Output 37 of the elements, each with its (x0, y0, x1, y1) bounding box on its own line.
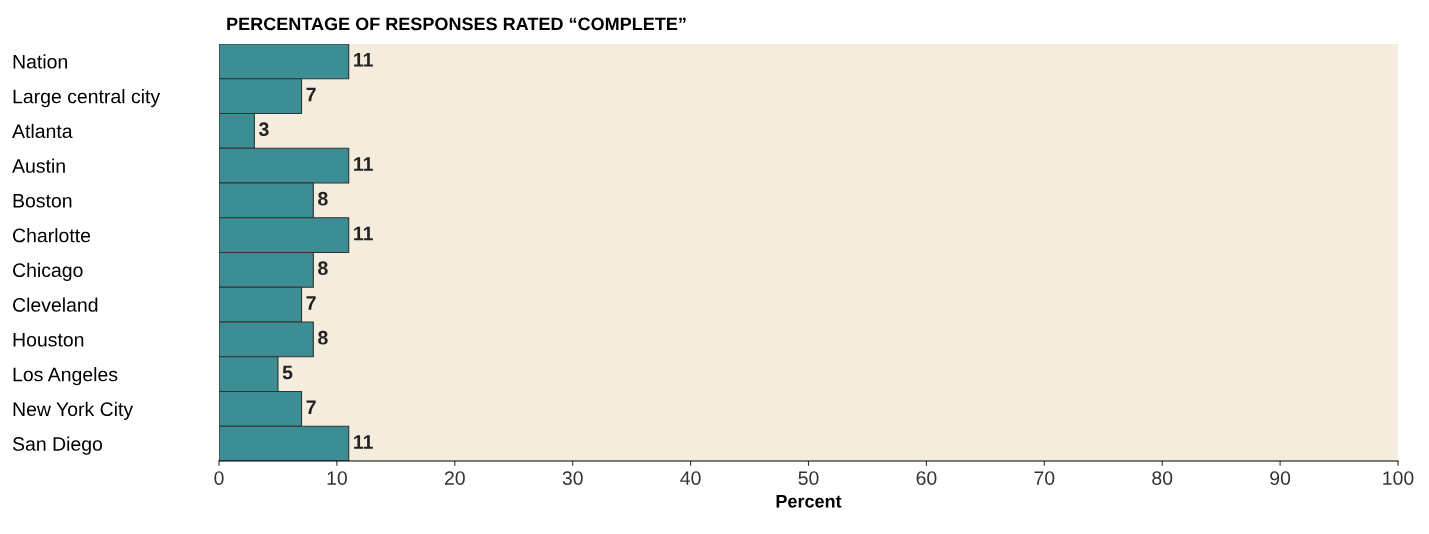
data-label: 7 (306, 87, 316, 102)
x-tick-label: 90 (1270, 471, 1291, 485)
y-tick-label: Los Angeles (13, 367, 118, 386)
data-label: 5 (282, 365, 293, 380)
data-label: 3 (258, 122, 269, 137)
data-label: 11 (354, 226, 373, 241)
x-tick-label: 0 (214, 471, 224, 485)
data-label: 7 (306, 296, 316, 310)
data-label: 11 (354, 53, 373, 67)
y-tick-label: Cleveland (13, 297, 98, 312)
x-tick-label: 60 (916, 471, 937, 485)
x-tick-label: 10 (327, 471, 347, 485)
y-tick-label: Austin (12, 158, 65, 173)
chart-title: PERCENTAGE OF RESPONSES RATED “COMPLETE” (227, 17, 686, 31)
y-tick-label: Large central city (13, 89, 161, 108)
y-tick-label: Boston (13, 194, 72, 208)
y-tick-label: Charlotte (13, 228, 91, 243)
data-label: 8 (318, 261, 328, 276)
data-label: 7 (306, 400, 316, 414)
data-label: 8 (318, 330, 328, 345)
y-tick-label: Houston (13, 333, 84, 347)
x-tick-label: 30 (562, 471, 583, 485)
data-label: 11 (354, 435, 373, 449)
y-tick-label: Nation (13, 54, 67, 69)
x-tick-label: 70 (1034, 471, 1055, 485)
x-tick-label: 40 (680, 471, 701, 485)
x-tick-label: 20 (444, 471, 465, 485)
data-label: 8 (318, 191, 328, 206)
x-axis-title: Percent (776, 495, 842, 508)
x-tick-label: 50 (798, 471, 819, 485)
data-label: 11 (354, 157, 373, 171)
x-tick-label: 80 (1152, 471, 1173, 485)
y-tick-label: Chicago (13, 262, 83, 281)
y-tick-label: New York City (13, 401, 134, 420)
x-tick-label: 100 (1383, 471, 1414, 485)
y-tick-label: San Diego (12, 436, 103, 455)
y-tick-label: Atlanta (12, 123, 73, 139)
